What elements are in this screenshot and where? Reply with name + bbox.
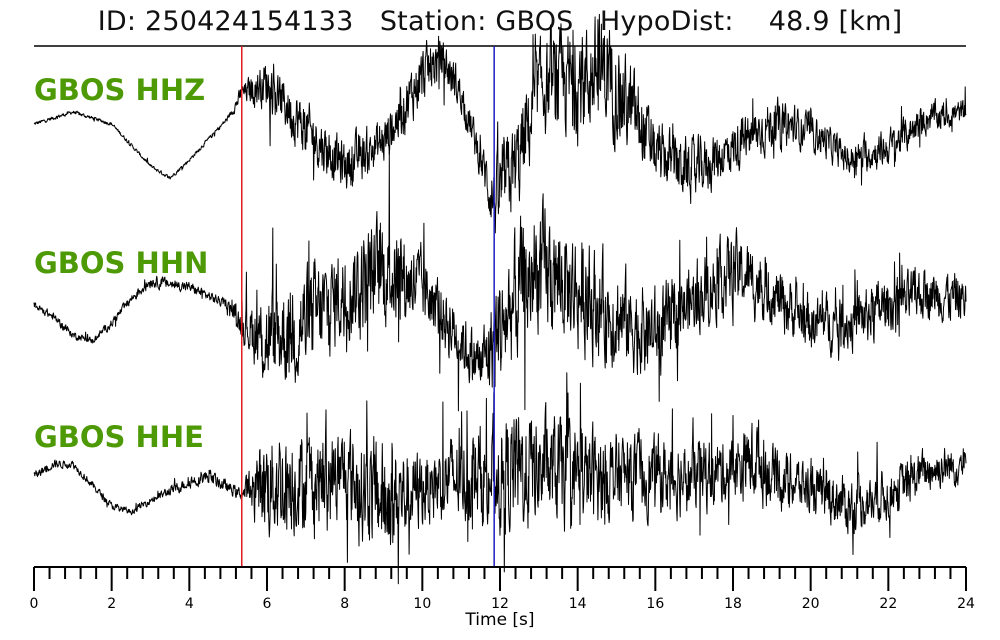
x-tick-label: 14 <box>569 596 587 612</box>
x-tick-label: 6 <box>263 596 272 612</box>
x-tick-label: 0 <box>30 596 39 612</box>
channel-label-hhe: GBOS HHE <box>34 420 204 454</box>
event-id: 250424154133 <box>144 6 354 37</box>
x-tick-label: 12 <box>491 596 509 612</box>
channel-label-hhz: GBOS HHZ <box>34 73 206 107</box>
x-tick-label: 10 <box>413 596 431 612</box>
hypodist-value: 48.9 <box>768 6 830 37</box>
x-tick-label: 20 <box>802 596 820 612</box>
hypodist-label: HypoDist: <box>599 6 734 37</box>
station-label: Station: <box>379 6 487 37</box>
trace-hhe <box>33 372 967 585</box>
figure-title: ID: 250424154133 Station: GBOS HypoDist:… <box>0 6 1000 37</box>
picks-group <box>241 46 495 568</box>
channel-label-hhn: GBOS HHN <box>34 246 209 280</box>
x-tick-label: 8 <box>340 596 349 612</box>
trace-hhn <box>33 152 967 412</box>
x-tick-label: 2 <box>107 596 116 612</box>
trace-hhz <box>33 13 967 234</box>
x-axis-label: Time [s] <box>464 610 534 630</box>
x-tick-label: 22 <box>879 596 897 612</box>
x-tick-label: 18 <box>724 596 742 612</box>
x-tick-label: 4 <box>185 596 194 612</box>
hypodist-unit: [km] <box>838 6 903 37</box>
x-tick-label: 16 <box>646 596 664 612</box>
traces-group <box>33 13 967 585</box>
x-tick-label: 24 <box>957 596 975 612</box>
id-label: ID: <box>97 6 137 37</box>
